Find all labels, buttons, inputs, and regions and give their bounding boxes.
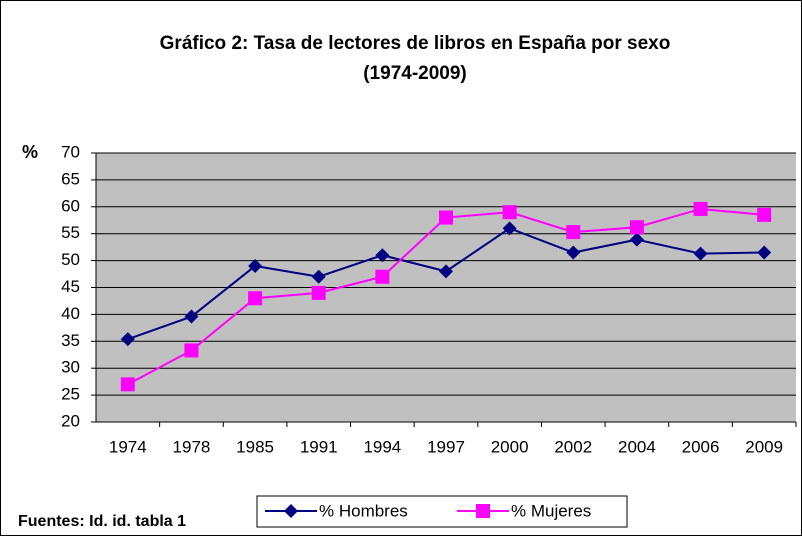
x-tick-label: 1985 bbox=[236, 437, 274, 456]
y-tick-label: 45 bbox=[61, 277, 80, 296]
data-point bbox=[375, 248, 390, 263]
x-tick-label: 2000 bbox=[491, 437, 529, 456]
y-axis-label: % bbox=[22, 142, 38, 162]
y-tick-label: 65 bbox=[61, 169, 80, 188]
chart-title: Gráfico 2: Tasa de lectores de libros en… bbox=[160, 33, 671, 54]
data-point bbox=[693, 246, 708, 261]
data-point bbox=[375, 269, 390, 284]
x-tick-label: 2009 bbox=[745, 437, 783, 456]
data-point bbox=[248, 291, 263, 306]
y-tick-label: 35 bbox=[61, 331, 80, 350]
y-tick-label: 55 bbox=[61, 223, 80, 242]
y-tick-label: 60 bbox=[61, 196, 80, 215]
x-tick-label: 1978 bbox=[173, 437, 211, 456]
x-tick-label: 2006 bbox=[682, 437, 720, 456]
y-tick-label: 40 bbox=[61, 304, 80, 323]
y-tick-label: 30 bbox=[61, 358, 80, 377]
legend-box bbox=[256, 495, 628, 528]
y-tick-label: 20 bbox=[61, 411, 80, 430]
data-point bbox=[120, 332, 135, 347]
data-point bbox=[439, 210, 453, 225]
data-point bbox=[566, 225, 581, 240]
data-point bbox=[629, 220, 644, 235]
x-tick-label: 2002 bbox=[554, 437, 592, 456]
data-point bbox=[120, 377, 135, 392]
source-note: Fuentes: Id. id. tabla 1 bbox=[18, 513, 186, 530]
data-point bbox=[248, 258, 263, 273]
data-point bbox=[502, 221, 517, 236]
data-point bbox=[629, 232, 644, 247]
data-point bbox=[757, 245, 772, 260]
data-point bbox=[502, 205, 517, 220]
data-point bbox=[184, 309, 199, 324]
x-tick-label: 1974 bbox=[109, 437, 147, 456]
x-tick-label: 1991 bbox=[300, 437, 338, 456]
data-point bbox=[566, 245, 581, 260]
x-tick-label: 1994 bbox=[363, 437, 401, 456]
data-point bbox=[311, 285, 326, 300]
legend-label: % Mujeres bbox=[511, 501, 591, 520]
data-point bbox=[184, 343, 199, 358]
x-tick-label: 1997 bbox=[427, 437, 465, 456]
x-tick-label: 2004 bbox=[618, 437, 656, 456]
legend-label: % Hombres bbox=[319, 501, 408, 520]
data-point bbox=[439, 264, 453, 279]
y-tick-label: 50 bbox=[61, 250, 80, 269]
y-tick-label: 70 bbox=[61, 142, 80, 161]
data-point bbox=[693, 201, 708, 216]
legend-marker bbox=[284, 504, 298, 518]
chart-title: (1974-2009) bbox=[363, 63, 467, 84]
data-point bbox=[311, 269, 326, 284]
y-tick-label: 25 bbox=[61, 385, 80, 404]
legend-marker bbox=[476, 504, 490, 518]
data-point bbox=[757, 207, 772, 222]
